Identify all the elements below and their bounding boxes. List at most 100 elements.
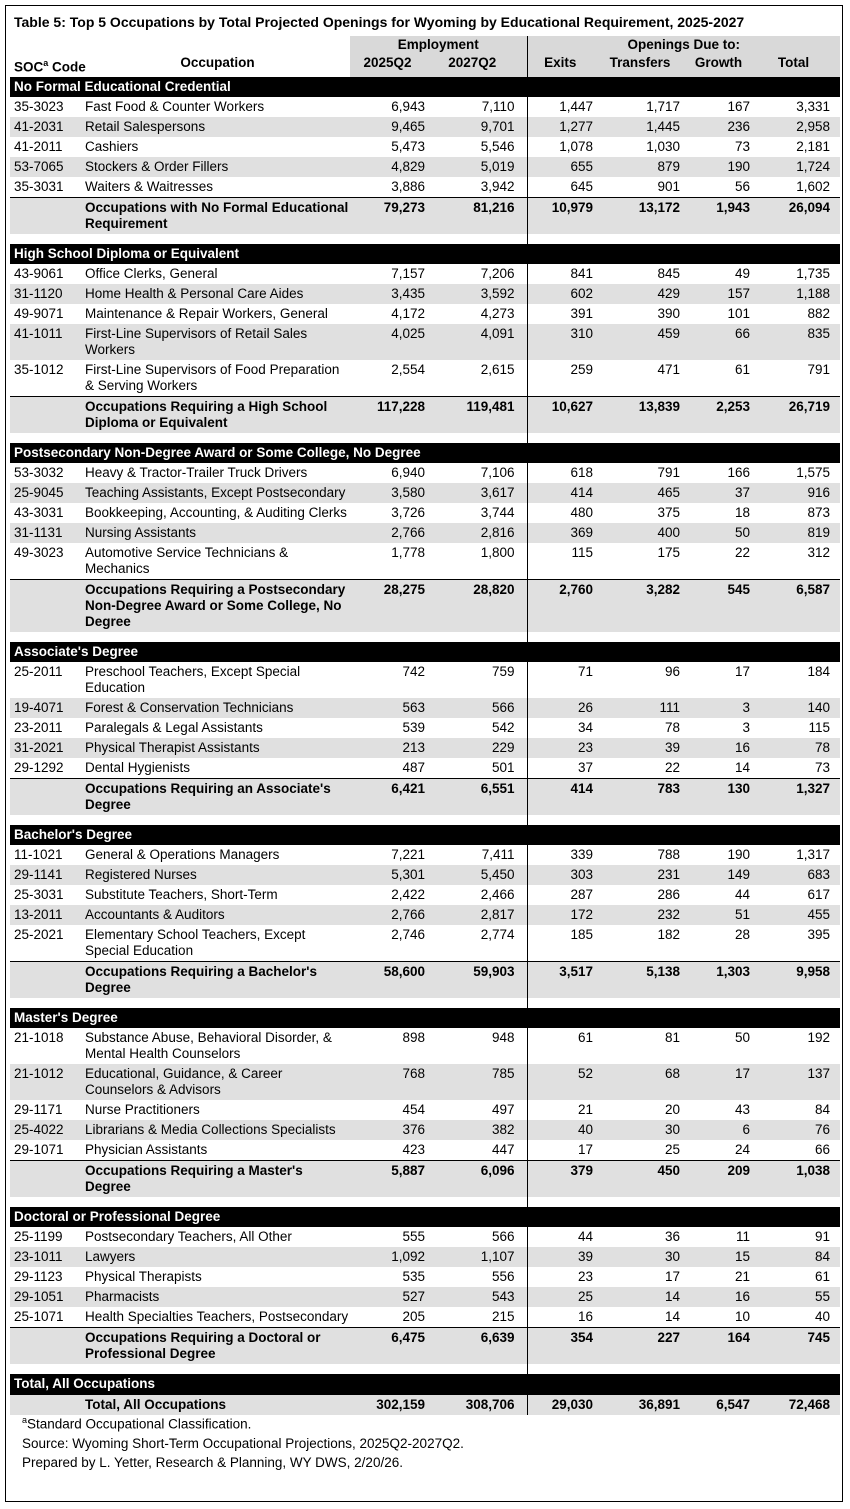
value-cell: 791: [807, 361, 831, 377]
value-cell: 429: [600, 283, 688, 304]
value-cell: 882: [807, 305, 831, 321]
value-cell: 2,766: [350, 904, 430, 925]
data-row: 29-1171 Nurse Practitioners 454 497 21 20 43 84: [10, 1099, 840, 1120]
gap-cell: [687, 998, 757, 1008]
data-row: 29-1123 Physical Therapists 535 556 23 17 21 61: [10, 1266, 840, 1287]
occupation: First-Line Supervisors of Retail Sales W…: [85, 323, 350, 360]
value-cell: 759: [491, 663, 515, 679]
subtotal-row: Occupations Requiring a High School Dipl…: [10, 395, 841, 433]
subtotal-spacer: [10, 196, 85, 234]
soc-code: 23-1011: [10, 1246, 85, 1267]
value-cell: 898: [402, 1029, 425, 1045]
gap-cell: [350, 998, 430, 1008]
data-row: 35-1012 First-Line Supervisors of Food Pr…: [10, 359, 840, 396]
col-header: 2025Q2: [350, 54, 430, 77]
value-cell: 21: [526, 1099, 601, 1120]
subtotal-row: Occupations with No Formal Educational R…: [10, 196, 841, 234]
occupation: Retail Salespersons: [85, 116, 350, 137]
value-cell: 39: [600, 737, 688, 758]
soc-code: 29-1171: [14, 1101, 63, 1117]
table-header: Employment Openings Due to: SOCa Code Oc…: [10, 36, 841, 77]
value-cell: 7,206: [480, 265, 515, 281]
gap-cell: [85, 234, 350, 244]
section-title: Doctoral or Professional Degree: [10, 1206, 841, 1227]
value-cell: 1,188: [757, 283, 841, 304]
value-cell: 455: [757, 904, 841, 925]
value-cell: 30: [600, 1246, 688, 1267]
value-cell: 7,221: [391, 846, 425, 862]
value-cell: 4,091: [430, 323, 528, 360]
subtotal-value: 28,820: [430, 578, 528, 632]
soc-label: SOC: [14, 59, 44, 75]
soc-code: 21-1018: [14, 1029, 64, 1045]
value-cell: 4,025: [350, 323, 430, 360]
value-cell: 184: [807, 663, 831, 679]
occupation: Stockers & Order Fillers: [85, 156, 350, 177]
value-cell: 7,110: [481, 98, 515, 114]
data-row: 11-1021 General & Operations Managers 7,22…: [10, 844, 840, 865]
data-row: 25-4022 Librarians & Media Collections Sp…: [10, 1119, 841, 1140]
soc-header: SOCa Code: [10, 54, 86, 77]
occupation: Heavy & Tractor-Trailer Truck Drivers: [85, 464, 308, 480]
value-cell: 20: [664, 1101, 681, 1117]
value-cell: 40: [526, 1119, 601, 1140]
subtotal-label: Occupations Requiring a Postsecondary No…: [85, 578, 350, 632]
value-cell: 9,465: [350, 116, 430, 137]
value-cell: 2,466: [480, 886, 515, 902]
section-gap: [10, 1196, 840, 1207]
gap-cell: [10, 998, 85, 1008]
value-cell: 2,816: [430, 522, 528, 543]
subtotal-value: 5,887: [350, 1159, 430, 1197]
gap-cell: [526, 631, 601, 642]
gap-cell: [687, 1197, 757, 1207]
value-cell: 1,717: [646, 98, 681, 114]
data-row: 43-3031 Bookkeeping, Accounting, & Auditi…: [10, 502, 840, 523]
value-cell: 1,445: [600, 116, 688, 137]
value-cell: 11: [736, 1228, 751, 1244]
subtotal-spacer: [10, 1159, 85, 1197]
value-cell: 17: [526, 1139, 601, 1160]
value-cell: 602: [526, 283, 601, 304]
value-cell: 149: [687, 864, 758, 885]
value-cell: 6,940: [391, 464, 425, 480]
table-frame: Table 5: Top 5 Occupations by Total Proj…: [5, 5, 843, 1502]
value-cell: 22: [734, 544, 751, 560]
subtotal-value: 2,760: [526, 578, 601, 632]
gap-cell: [757, 1197, 840, 1207]
occupation: Substance Abuse, Behavioral Disorder, & …: [85, 1029, 332, 1061]
subtotal-spacer: [10, 578, 85, 632]
occupation: Automotive Service Technicians & Mechani…: [85, 544, 289, 576]
section-header-row: Bachelor's Degree: [10, 824, 841, 845]
value-cell: 2,746: [391, 926, 425, 942]
value-cell: 3,726: [391, 504, 425, 520]
data-row: 25-2011 Preschool Teachers, Except Specia…: [10, 661, 840, 698]
subtotal-value: 117,228: [350, 395, 430, 433]
occupation: Waiters & Waitresses: [85, 178, 214, 194]
value-cell: 3,744: [480, 504, 515, 520]
subtotal-row: Occupations Requiring a Postsecondary No…: [10, 578, 841, 632]
soc-code: 35-1012: [14, 361, 64, 377]
subtotal-value: 783: [600, 777, 688, 815]
occupation: Paralegals & Legal Assistants: [85, 719, 263, 735]
gap-cell: [600, 1197, 687, 1207]
subtotal-value: 3,517: [526, 960, 601, 998]
value-cell: 471: [657, 361, 681, 377]
data-row: 29-1071 Physician Assistants 423 447 17 25 24 6…: [10, 1139, 840, 1160]
value-cell: 1,447: [526, 96, 601, 117]
subtotal-spacer: [10, 1326, 85, 1364]
value-cell: 1,735: [796, 265, 831, 281]
value-cell: 5,473: [391, 138, 425, 154]
value-cell: 376: [350, 1119, 430, 1140]
occupation: Physical Therapists: [85, 1268, 202, 1284]
soc-code: 19-4071: [10, 697, 85, 718]
value-cell: 5,450: [430, 864, 528, 885]
col-header: Growth: [687, 54, 758, 77]
soc-code: 29-1071: [14, 1141, 64, 1157]
subtotal-value: 1,327: [757, 777, 841, 815]
col-header: 2027Q2: [430, 54, 528, 77]
col-header: Transfers: [600, 54, 688, 77]
value-cell: 3,435: [350, 283, 430, 304]
subtotal-value: 227: [600, 1326, 688, 1364]
subtotal-spacer: [10, 1393, 85, 1415]
value-cell: 84: [757, 1246, 841, 1267]
